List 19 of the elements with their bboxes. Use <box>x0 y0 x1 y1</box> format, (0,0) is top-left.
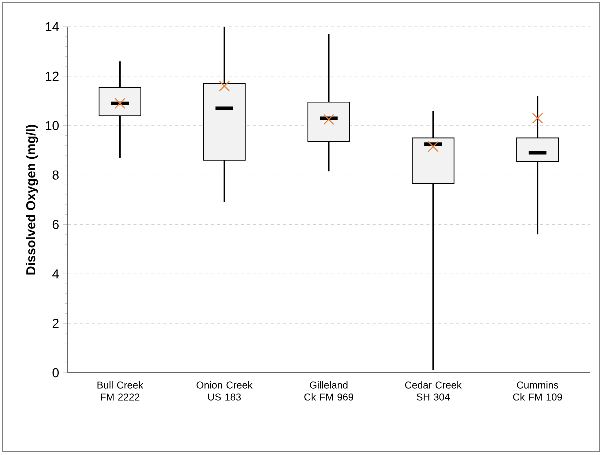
x-tick-label: Gilleland Ck FM 969 <box>304 382 354 401</box>
x-tick-label: Bull Creek FM 2222 <box>98 382 144 401</box>
y-tick-label: 14 <box>46 22 60 32</box>
y-tick-label: 6 <box>52 220 59 230</box>
y-tick-label: 8 <box>52 170 59 180</box>
x-tick-label: Cedar Creek SH 304 <box>405 382 462 401</box>
y-tick-label: 10 <box>46 121 59 130</box>
y-tick-label: 0 <box>52 368 59 378</box>
point <box>219 80 230 92</box>
point <box>324 114 334 126</box>
point <box>428 141 439 152</box>
y-tick-label: 2 <box>52 319 59 328</box>
point <box>114 98 126 110</box>
y-axis-title: Dissolved Oxygen (mg/l) <box>26 125 38 275</box>
y-tick-label: 12 <box>46 72 59 81</box>
x-tick-label: Cummins Ck FM 109 <box>513 382 562 401</box>
x-tick-label: Onion Creek US 183 <box>196 382 253 401</box>
y-tick-label: 4 <box>52 270 60 279</box>
point <box>532 112 544 124</box>
